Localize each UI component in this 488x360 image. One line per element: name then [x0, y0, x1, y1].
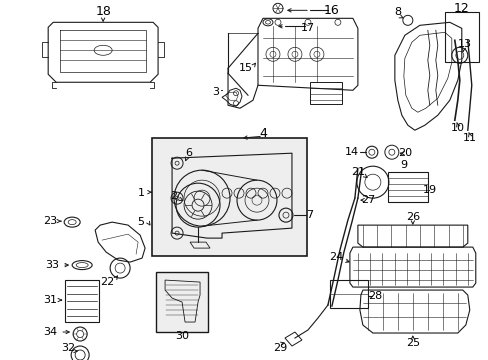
- Text: 19: 19: [422, 185, 436, 195]
- Text: 27: 27: [360, 195, 374, 205]
- Text: 3: 3: [212, 87, 219, 97]
- Text: 7: 7: [306, 210, 313, 220]
- Text: 12: 12: [453, 2, 468, 15]
- Bar: [156, 272, 207, 332]
- Text: 10: 10: [450, 123, 464, 133]
- Text: 5: 5: [137, 217, 144, 227]
- Text: 24: 24: [328, 252, 342, 262]
- Text: 9: 9: [400, 160, 407, 170]
- Text: 25: 25: [405, 338, 419, 348]
- Text: 16: 16: [324, 4, 339, 17]
- Bar: [65, 280, 99, 322]
- Text: 11: 11: [462, 133, 476, 143]
- Text: 32: 32: [61, 343, 75, 353]
- Bar: [444, 12, 478, 62]
- Text: 17: 17: [300, 23, 314, 33]
- Text: 26: 26: [405, 212, 419, 222]
- Bar: [387, 172, 427, 202]
- Text: 4: 4: [259, 127, 266, 140]
- Text: 20: 20: [397, 148, 411, 158]
- Text: 15: 15: [239, 63, 252, 73]
- Text: 8: 8: [393, 7, 401, 17]
- Text: 29: 29: [272, 343, 286, 353]
- Text: 18: 18: [95, 5, 111, 18]
- Bar: [152, 138, 306, 256]
- Text: 13: 13: [457, 39, 471, 49]
- Text: 28: 28: [367, 291, 381, 301]
- Text: 30: 30: [175, 331, 189, 341]
- Text: 23: 23: [43, 216, 57, 226]
- Bar: [329, 280, 367, 308]
- Text: 6: 6: [185, 148, 192, 158]
- Text: 34: 34: [43, 327, 57, 337]
- Text: 1: 1: [137, 188, 144, 198]
- Text: 14: 14: [344, 147, 358, 157]
- Text: 22: 22: [100, 277, 114, 287]
- Text: 21: 21: [350, 167, 364, 177]
- Bar: [309, 82, 341, 104]
- Text: 33: 33: [45, 260, 59, 270]
- Text: 31: 31: [43, 295, 57, 305]
- Text: 2: 2: [170, 191, 177, 201]
